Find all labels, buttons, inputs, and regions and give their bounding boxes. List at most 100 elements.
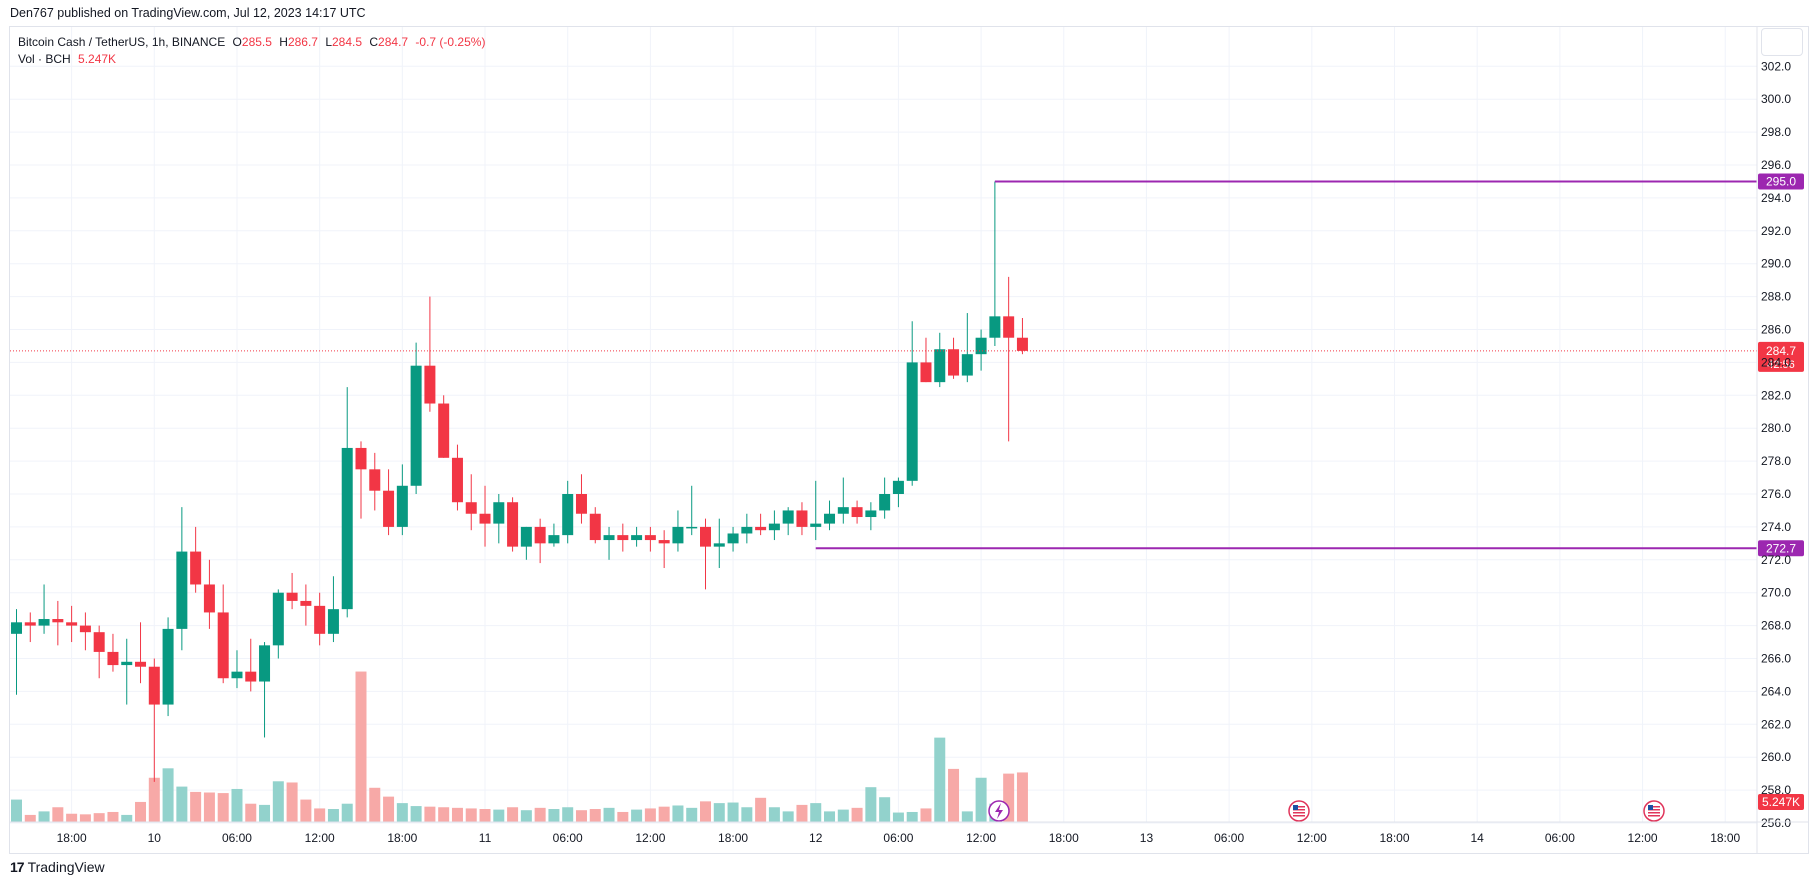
- candle-body: [810, 523, 822, 527]
- candle-body: [176, 551, 188, 629]
- y-tick-label: 272.0: [1761, 553, 1791, 567]
- candle-body: [562, 494, 574, 536]
- volume-bar: [190, 791, 202, 822]
- candle-body: [644, 535, 656, 541]
- volume-bar: [672, 805, 684, 822]
- legend-low: 284.5: [332, 35, 363, 49]
- candle-body: [259, 645, 271, 682]
- candle-body: [24, 622, 36, 626]
- volume-bar: [286, 782, 298, 822]
- volume-bar: [479, 809, 491, 822]
- candle-body: [782, 510, 794, 524]
- volume-bar: [603, 807, 615, 822]
- candle-body: [217, 612, 229, 679]
- legend-close: 284.7: [378, 35, 409, 49]
- x-tick-label: 06:00: [222, 831, 252, 845]
- candle-body: [424, 365, 436, 404]
- candle-body: [396, 485, 408, 527]
- candle-body: [768, 523, 780, 531]
- volume-bar: [520, 810, 532, 822]
- flag-stripe: [1648, 806, 1660, 808]
- y-tick-label: 296.0: [1761, 158, 1791, 172]
- candle-body: [52, 619, 64, 623]
- candle-body: [1016, 337, 1028, 351]
- chart-settings-button[interactable]: [1761, 28, 1803, 56]
- candle-body: [369, 469, 381, 491]
- legend-volume-label: Vol · BCH: [18, 52, 71, 66]
- volume-badge-label: 5.247K: [1762, 795, 1800, 809]
- y-tick-label: 256.0: [1761, 816, 1791, 830]
- chart-legend: Bitcoin Cash / TetherUS, 1h, BINANCE O28…: [18, 34, 485, 68]
- x-tick-label: 12:00: [635, 831, 665, 845]
- legend-volume-row: Vol · BCH 5.247K: [18, 51, 485, 68]
- candle-body: [507, 502, 519, 547]
- x-tick-label: 13: [1140, 831, 1154, 845]
- volume-bar: [920, 808, 932, 822]
- volume-bar: [341, 803, 353, 822]
- volume-bar: [24, 814, 36, 822]
- volume-bar: [107, 811, 119, 822]
- y-tick-label: 298.0: [1761, 125, 1791, 139]
- candle-body: [851, 507, 863, 518]
- candle-body: [520, 526, 532, 547]
- footer-brand[interactable]: 17 TradingView: [10, 859, 105, 875]
- legend-volume-value: 5.247K: [78, 52, 117, 66]
- x-tick-label: 06:00: [883, 831, 913, 845]
- candle-body: [603, 535, 615, 541]
- volume-bar: [52, 807, 64, 822]
- volume-bar: [314, 808, 326, 822]
- candle-body: [989, 316, 1001, 338]
- x-tick-label: 06:00: [1545, 831, 1575, 845]
- volume-bar: [755, 797, 767, 822]
- axis-layer: 256.0 258.0 260.0 262.0 264.0 266.0 268.0 270.0…: [10, 27, 1808, 853]
- volume-bar: [713, 803, 725, 822]
- candle-body: [107, 651, 119, 666]
- candle-body: [741, 526, 753, 534]
- volume-bar: [217, 793, 229, 822]
- candle-body: [686, 526, 698, 529]
- x-tick-label: 12: [809, 831, 823, 845]
- volume-bar: [548, 809, 560, 822]
- y-tick-label: 284.0: [1761, 355, 1791, 369]
- volume-bar: [1003, 773, 1015, 822]
- candle-body: [314, 605, 326, 634]
- volume-bar: [658, 806, 670, 822]
- candle-body: [906, 362, 918, 481]
- y-tick-label: 294.0: [1761, 191, 1791, 205]
- volume-bar: [534, 807, 546, 822]
- volume-bar: [879, 797, 891, 822]
- y-tick-label: 288.0: [1761, 290, 1791, 304]
- level-label: 295.0: [1766, 174, 1796, 188]
- x-tick-label: 12:00: [305, 831, 335, 845]
- tradingview-logo-icon: 17: [10, 859, 25, 875]
- y-tick-label: 276.0: [1761, 487, 1791, 501]
- y-tick-label: 286.0: [1761, 323, 1791, 337]
- legend-symbol: Bitcoin Cash / TetherUS, 1h, BINANCE: [18, 35, 226, 49]
- y-tick-label: 280.0: [1761, 421, 1791, 435]
- x-tick-label: 18:00: [387, 831, 417, 845]
- y-tick-label: 290.0: [1761, 257, 1791, 271]
- volume-bar: [644, 808, 656, 822]
- candle-body: [617, 535, 629, 541]
- candle-body: [451, 457, 463, 503]
- candle-body: [121, 661, 133, 666]
- volume-bar: [259, 804, 271, 822]
- volume-bar: [575, 810, 587, 822]
- level-layer: 284.742:56 295.0 272.7 5.247K: [10, 173, 1804, 822]
- candle-body: [438, 403, 450, 458]
- volume-bar: [906, 811, 918, 822]
- us-flag-event-icon: [1643, 800, 1665, 822]
- volume-bar: [355, 671, 367, 822]
- candle-body: [93, 632, 105, 652]
- us-flag-event-icon: [1288, 800, 1310, 822]
- volume-bar: [148, 777, 160, 822]
- flag-stripe: [1293, 812, 1305, 814]
- candle-body: [465, 502, 477, 514]
- candle-body: [700, 526, 711, 547]
- volume-bar: [562, 807, 574, 822]
- candle-body: [410, 365, 422, 486]
- flag-stripe: [1648, 812, 1660, 814]
- volume-bar: [837, 809, 849, 822]
- candle-body: [479, 513, 491, 524]
